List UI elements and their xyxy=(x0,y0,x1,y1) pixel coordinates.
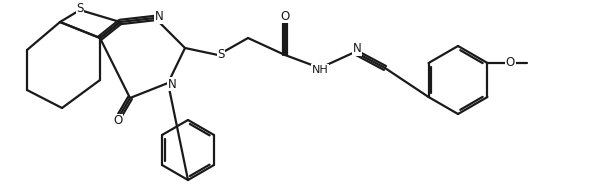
Text: NH: NH xyxy=(312,65,329,75)
Text: O: O xyxy=(113,114,123,127)
Text: S: S xyxy=(217,48,224,61)
Text: O: O xyxy=(280,10,290,23)
Text: N: N xyxy=(353,42,362,55)
Text: N: N xyxy=(155,10,163,23)
Text: O: O xyxy=(506,56,515,69)
Text: S: S xyxy=(77,3,84,16)
Text: N: N xyxy=(168,77,176,90)
